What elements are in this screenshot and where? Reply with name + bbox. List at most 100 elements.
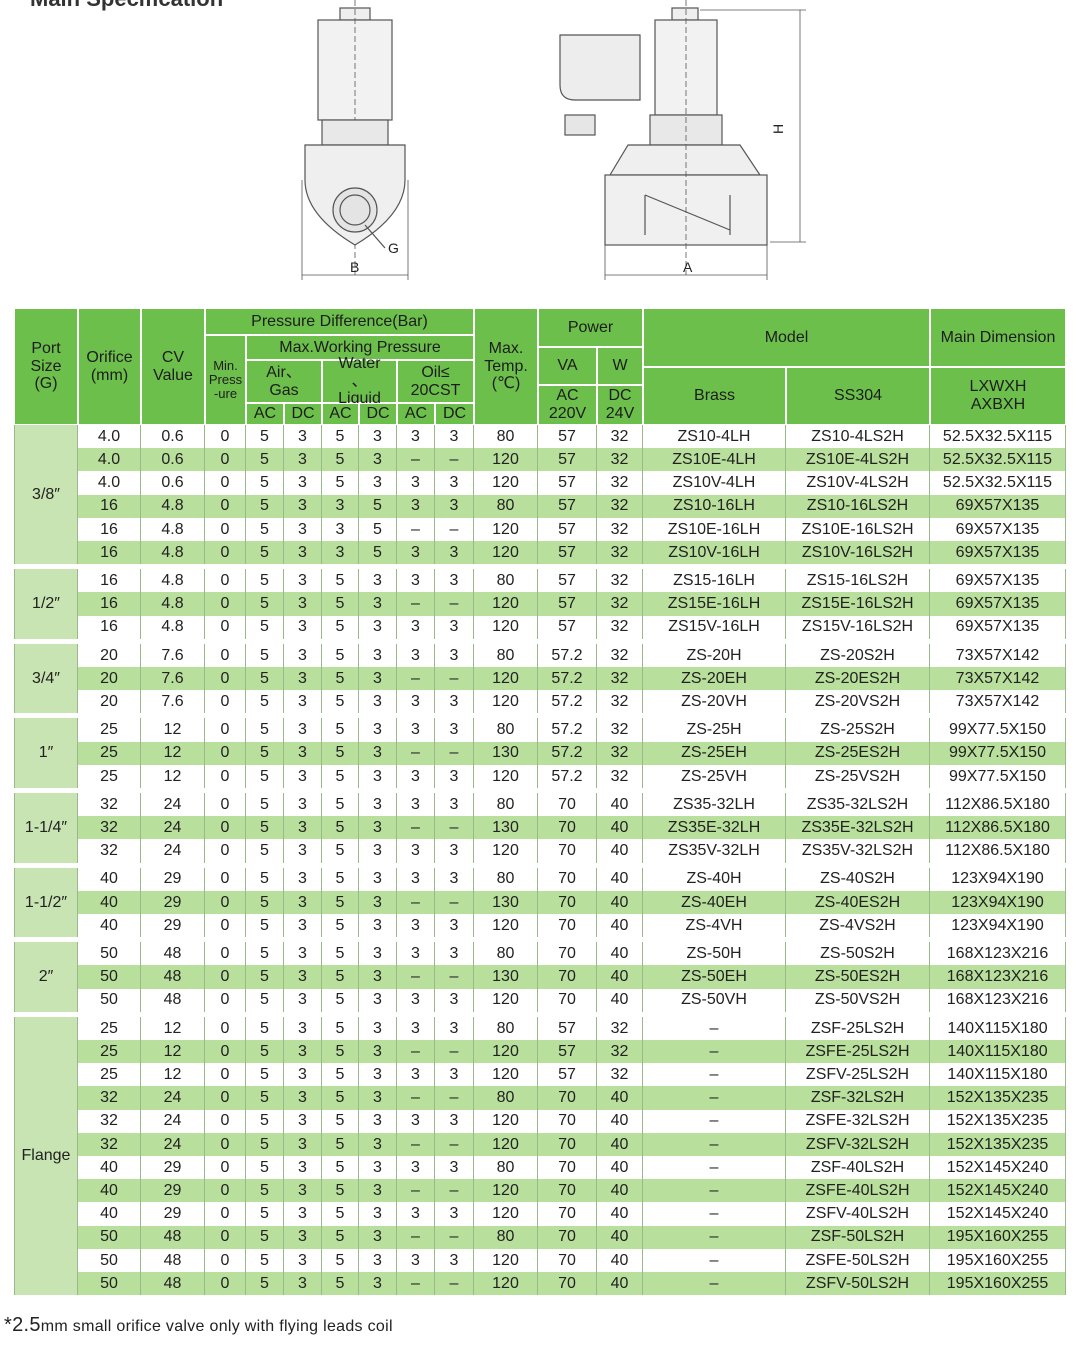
table-cell: 3 [359,1156,397,1180]
table-cell: 5 [246,541,284,565]
table-cell: 3 [284,1086,322,1110]
header-cell: DC [435,403,474,425]
table-cell: 3 [435,471,474,495]
table-cell: 120 [474,471,538,495]
table-cell: 57 [538,1040,597,1064]
table-cell: 3 [435,867,474,891]
table-cell: 80 [474,718,538,742]
table-cell: 48 [141,988,205,1012]
table-cell: 195X160X255 [930,1225,1066,1249]
table-cell: 112X86.5X180 [930,839,1066,863]
table-cell: 52.5X32.5X115 [930,471,1066,495]
table-cell: ZS-25ES2H [786,741,930,765]
table-cell: 3 [284,517,322,541]
table-cell: 5 [246,471,284,495]
table-cell: ZSFE-40LS2H [786,1179,930,1203]
table-cell: 3 [435,690,474,714]
table-cell: 20 [78,667,141,691]
table-cell: 40 [597,1132,643,1156]
table-cell: 130 [474,741,538,765]
table-cell: – [397,517,435,541]
table-cell: 52.5X32.5X115 [930,448,1066,472]
table-cell: – [643,1040,786,1064]
table-cell: 3 [359,890,397,914]
table-cell: 5 [322,690,359,714]
table-cell: 40 [78,890,141,914]
table-cell: 5 [322,1109,359,1133]
table-cell: 57 [538,517,597,541]
table-cell: 3 [359,425,397,449]
table-cell: ZS10E-4LS2H [786,448,930,472]
header-cell: SS304 [786,367,930,425]
table-cell: 130 [474,816,538,840]
table-cell: 3 [359,816,397,840]
table-cell: 32 [597,517,643,541]
table-cell: 40 [597,816,643,840]
table-cell: 3 [435,1016,474,1040]
table-cell: ZS-25H [643,718,786,742]
front-view [301,0,409,280]
table-cell: 32 [597,718,643,742]
table-cell: 0 [205,741,246,765]
table-cell: ZSFE-32LS2H [786,1109,930,1133]
table-cell: 3 [284,448,322,472]
table-cell: 0.6 [141,448,205,472]
table-cell: 5 [246,1109,284,1133]
table-cell: – [397,448,435,472]
table-cell: 3 [435,839,474,863]
table-cell: 16 [78,569,141,593]
table-cell: 3 [284,471,322,495]
table-cell: 3 [284,867,322,891]
table-cell: ZS-4VH [643,914,786,938]
table-cell: 69X57X135 [930,592,1066,616]
table-cell: ZS10-4LS2H [786,425,930,449]
port-size-cell: Flange [14,1016,78,1296]
table-cell: 5 [322,569,359,593]
table-cell: 3 [397,1109,435,1133]
table-cell: 3 [397,1202,435,1226]
table-cell: 70 [538,988,597,1012]
table-cell: 3 [284,914,322,938]
table-cell: 5 [246,816,284,840]
table-cell: 5 [322,839,359,863]
table-cell: 5 [322,1016,359,1040]
table-cell: 32 [78,1109,141,1133]
table-cell: 4.8 [141,592,205,616]
table-cell: 3 [284,1109,322,1133]
table-cell: 32 [597,471,643,495]
table-cell: 32 [597,1040,643,1064]
table-cell: 5 [246,793,284,817]
table-cell: 112X86.5X180 [930,793,1066,817]
table-cell: 0 [205,942,246,966]
table-cell: 50 [78,1248,141,1272]
table-cell: 3 [359,1225,397,1249]
table-cell: 0 [205,718,246,742]
table-cell: ZS10V-16LH [643,541,786,565]
table-cell: 40 [597,890,643,914]
table-cell: ZSFE-50LS2H [786,1248,930,1272]
table-cell: ZSFV-32LS2H [786,1132,930,1156]
table-cell: 5 [246,867,284,891]
table-cell: 0 [205,1272,246,1296]
table-cell: 3 [284,643,322,667]
table-cell: 152X135X235 [930,1086,1066,1110]
table-cell: 40 [78,867,141,891]
table-cell: 3 [397,1063,435,1087]
table-cell: ZS15-16LS2H [786,569,930,593]
table-cell: 32 [78,816,141,840]
table-cell: 0 [205,448,246,472]
table-cell: 12 [141,1040,205,1064]
table-cell: ZS-40S2H [786,867,930,891]
table-cell: 5 [246,1132,284,1156]
table-cell: 16 [78,541,141,565]
table-cell: – [435,667,474,691]
table-cell: 0 [205,1132,246,1156]
table-cell: 5 [246,1063,284,1087]
table-cell: 3 [284,667,322,691]
table-cell: 120 [474,592,538,616]
table-cell: 99X77.5X150 [930,764,1066,788]
table-cell: 3 [284,569,322,593]
table-cell: 3 [435,425,474,449]
